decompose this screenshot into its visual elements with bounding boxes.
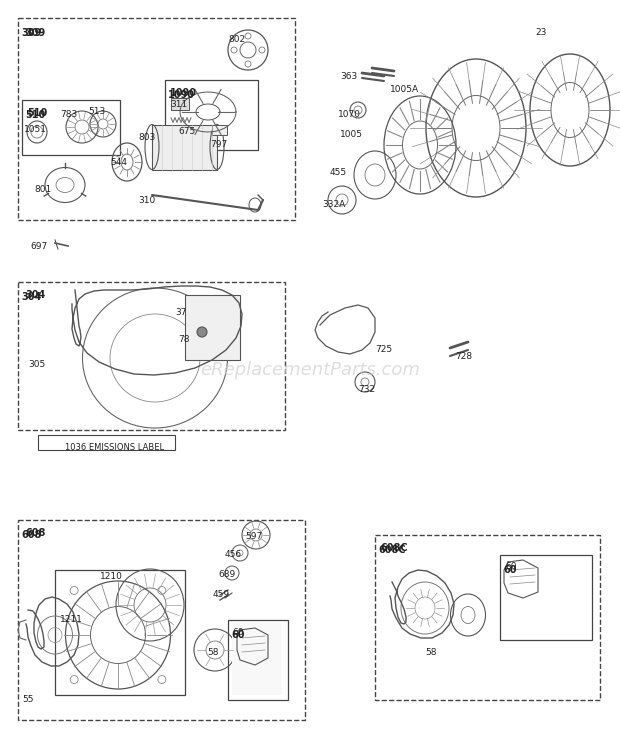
Text: 689: 689 (218, 570, 235, 579)
Text: 697: 697 (30, 242, 47, 251)
Text: 311: 311 (170, 100, 187, 109)
Bar (375, 535, 600, 700)
Text: 60: 60 (505, 562, 516, 571)
Text: 802: 802 (228, 35, 245, 44)
Text: 332A: 332A (322, 200, 345, 209)
Text: 783: 783 (60, 110, 78, 119)
Text: 597: 597 (245, 532, 262, 541)
Text: 305: 305 (28, 360, 45, 369)
Bar (228, 620, 288, 700)
Text: 23: 23 (535, 28, 546, 37)
Text: eReplacementParts.com: eReplacementParts.com (200, 361, 420, 379)
Text: 363: 363 (340, 72, 357, 81)
Text: 60: 60 (231, 630, 244, 640)
Bar (18, 520, 305, 720)
Text: 1211: 1211 (60, 615, 83, 624)
Text: 675: 675 (178, 127, 195, 136)
Text: 732: 732 (358, 385, 375, 394)
Text: 513: 513 (88, 107, 105, 116)
Text: 1051: 1051 (24, 125, 47, 134)
Text: 304: 304 (25, 290, 45, 300)
Text: 37: 37 (175, 308, 187, 317)
Text: 510: 510 (25, 110, 45, 120)
Bar (18, 282, 285, 430)
Text: 608C: 608C (378, 545, 405, 555)
Text: 801: 801 (34, 185, 51, 194)
Text: 797: 797 (210, 140, 228, 149)
Text: 1070: 1070 (338, 110, 361, 119)
Text: 608: 608 (21, 530, 42, 540)
Text: 55: 55 (22, 695, 33, 704)
Text: 544: 544 (110, 158, 127, 167)
Text: 1036 EMISSIONS LABEL: 1036 EMISSIONS LABEL (65, 443, 164, 452)
Text: 310: 310 (138, 196, 155, 205)
Bar (232, 623, 282, 695)
Text: 456: 456 (225, 550, 242, 559)
Text: 304: 304 (21, 292, 42, 302)
Text: 455: 455 (330, 168, 347, 177)
Text: 78: 78 (178, 335, 190, 344)
Text: 1210: 1210 (100, 572, 123, 581)
Bar (22, 100, 120, 155)
Text: 1090: 1090 (170, 88, 197, 98)
Text: 608: 608 (25, 528, 45, 538)
Text: 1090: 1090 (168, 90, 195, 100)
Text: 58: 58 (425, 648, 436, 657)
Bar (18, 18, 295, 220)
Text: 1005: 1005 (340, 130, 363, 139)
Bar (55, 570, 185, 695)
Text: 60: 60 (232, 628, 244, 637)
Text: 60: 60 (503, 565, 516, 575)
Text: 608C: 608C (380, 543, 407, 553)
Bar (165, 80, 258, 150)
Text: 725: 725 (375, 345, 392, 354)
Text: 309: 309 (21, 28, 42, 38)
Text: 459: 459 (213, 590, 230, 599)
Text: 510: 510 (27, 108, 47, 118)
Bar (500, 555, 592, 640)
Text: 803: 803 (138, 133, 155, 142)
Bar (212, 125, 227, 135)
Text: 58: 58 (207, 648, 218, 657)
Text: 728: 728 (455, 352, 472, 361)
Bar (171, 98, 189, 110)
Bar (38, 435, 175, 450)
Text: 1005A: 1005A (390, 85, 419, 94)
Circle shape (197, 327, 207, 337)
Bar (152, 125, 217, 170)
Text: 309: 309 (25, 28, 45, 38)
Bar (185, 295, 240, 360)
